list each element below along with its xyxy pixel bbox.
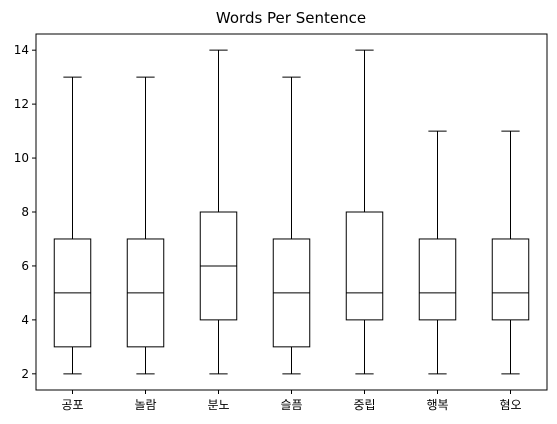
- y-tick-label: 6: [21, 259, 29, 273]
- x-tick-label: 슬픔: [280, 398, 302, 412]
- box: [491, 238, 530, 321]
- x-tick-label: 분노: [207, 398, 229, 412]
- x-tick-label: 놀람: [134, 398, 156, 412]
- x-tick-label: 중립: [353, 398, 375, 412]
- y-tick-label: 2: [21, 367, 29, 381]
- x-tick-label: 행복: [426, 397, 448, 412]
- box: [418, 238, 457, 321]
- y-tick-label: 4: [21, 313, 29, 327]
- y-tick-label: 8: [21, 205, 29, 219]
- chart-title: Words Per Sentence: [216, 9, 366, 27]
- y-tick-label: 12: [14, 97, 29, 111]
- x-tick-label: 공포: [61, 398, 83, 412]
- x-tick-label: 혐오: [499, 398, 521, 412]
- box: [345, 211, 384, 321]
- y-tick-label: 14: [14, 43, 29, 57]
- plot-area: 2 4 6 8 10 12 14 공포 놀람 분노 슬픔 중립 행복 혐오: [14, 33, 548, 412]
- y-tick-label: 10: [14, 151, 29, 165]
